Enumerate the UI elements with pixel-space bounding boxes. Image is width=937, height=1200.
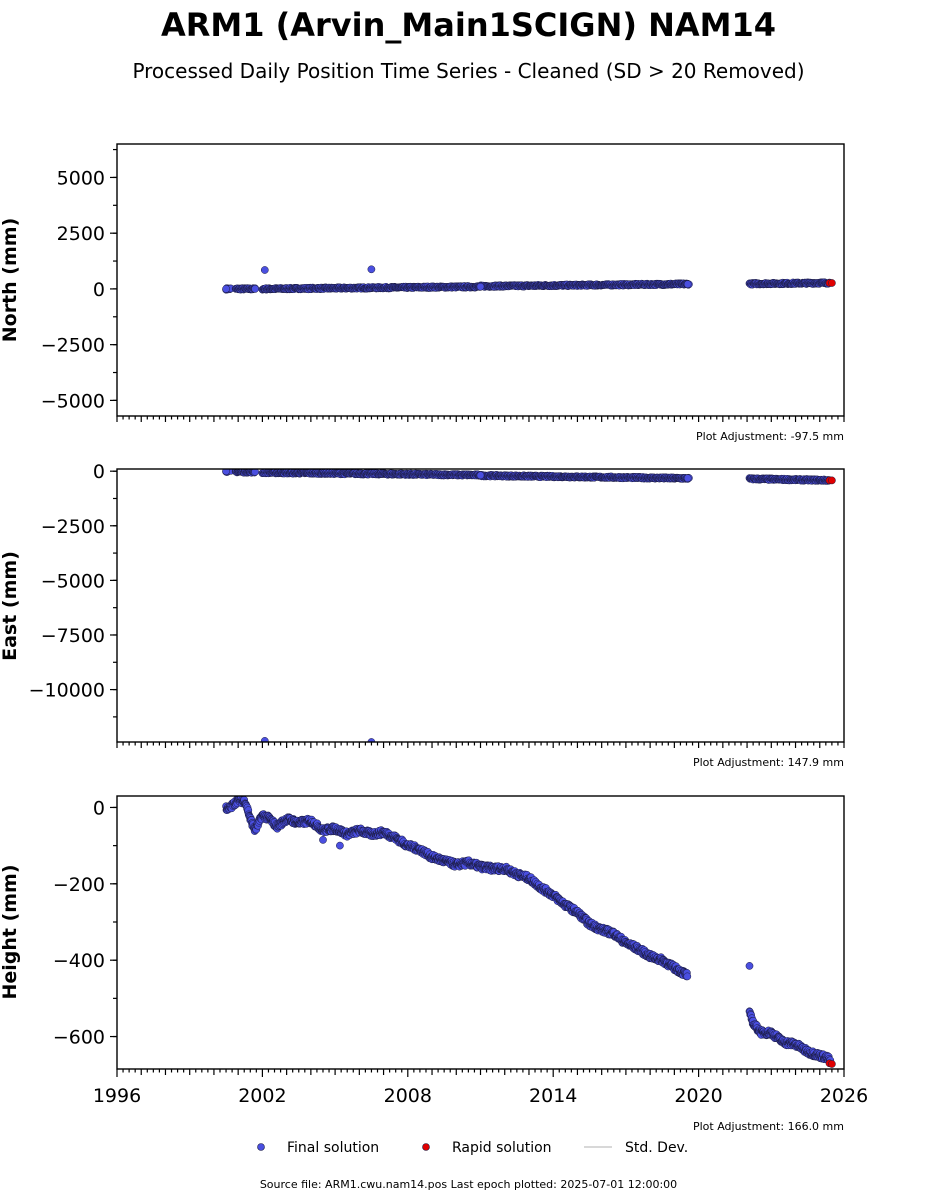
- legend-rapid-label: Rapid solution: [452, 1140, 552, 1156]
- plot-area: [222, 796, 836, 1068]
- xtick-label: 2008: [384, 1085, 432, 1107]
- ytick-label: 0: [93, 461, 105, 483]
- ytick-label: −2500: [41, 335, 105, 357]
- ylabel: East (mm): [0, 551, 21, 661]
- ytick-label: 0: [93, 279, 105, 301]
- ytick-label: −5000: [41, 390, 105, 412]
- plot-adjustment: Plot Adjustment: 147.9 mm: [693, 756, 844, 769]
- ytick-label: −200: [53, 874, 105, 896]
- axes-frame: [116, 143, 845, 417]
- final-point: [367, 738, 376, 742]
- final-point: [476, 282, 485, 291]
- final-point: [683, 972, 692, 981]
- rapid-point: [828, 476, 836, 485]
- final-point: [683, 474, 692, 483]
- rapid-point: [828, 279, 836, 287]
- ytick-label: −5000: [41, 570, 105, 592]
- panel-0: 5000 2500 0 −2500 −5000 North (mm) Plot Adjust…: [0, 143, 845, 443]
- ytick-label: 2500: [57, 223, 105, 245]
- panel-1: 0 −2500 −5000 −7500 −10000 East (mm) Plot Adju…: [0, 461, 845, 769]
- ylabel: North (mm): [0, 218, 21, 343]
- ytick-label: −400: [53, 950, 105, 972]
- final-point: [251, 469, 259, 476]
- axes-frame: [116, 795, 845, 1070]
- plot-adjustment: Plot Adjustment: 166.0 mm: [693, 1120, 844, 1133]
- ytick-label: −600: [53, 1027, 105, 1049]
- legend-final-label: Final solution: [287, 1140, 379, 1156]
- legend-final-marker: [257, 1143, 265, 1151]
- final-point: [222, 285, 230, 293]
- final-point: [683, 280, 692, 289]
- xtick-label: 2002: [238, 1085, 286, 1107]
- figure-subtitle: Processed Daily Position Time Series - C…: [132, 59, 804, 83]
- final-point: [476, 471, 485, 480]
- xtick-label: 2014: [529, 1085, 577, 1107]
- plot-area: [222, 265, 836, 294]
- final-point: [367, 265, 376, 274]
- legend: Final solution Rapid solution Std. Dev.: [257, 1140, 688, 1156]
- xtick-label: 2026: [820, 1085, 868, 1107]
- figure-title: ARM1 (Arvin_Main1SCIGN) NAM14: [161, 6, 776, 44]
- ytick-label: 0: [93, 797, 105, 819]
- final-point: [260, 737, 269, 742]
- ytick-label: −10000: [29, 680, 105, 702]
- ytick-label: 5000: [57, 167, 105, 189]
- panel-2: 0 −200 −400 −600 1996 2002 2008 2014 2020 2026 Hei…: [0, 795, 868, 1133]
- rapid-point: [828, 1060, 836, 1068]
- plot-area: [222, 469, 836, 742]
- source-note: Source file: ARM1.cwu.nam14.pos Last epo…: [260, 1178, 677, 1191]
- final-point: [222, 469, 230, 476]
- ylabel: Height (mm): [0, 864, 21, 999]
- legend-rapid-marker: [422, 1143, 430, 1151]
- ytick-label: −7500: [41, 625, 105, 647]
- final-point: [260, 266, 269, 274]
- axes-frame: [116, 468, 845, 743]
- final-point: [745, 962, 754, 970]
- ytick-label: −2500: [41, 516, 105, 538]
- legend-std-label: Std. Dev.: [625, 1140, 688, 1156]
- final-point: [319, 836, 327, 844]
- xtick-label: 1996: [93, 1085, 141, 1107]
- xtick-label: 2020: [674, 1085, 722, 1107]
- final-point: [336, 841, 344, 850]
- final-point: [251, 285, 259, 293]
- panels: 5000 2500 0 −2500 −5000 North (mm) Plot Adjust…: [0, 143, 868, 1133]
- plot-adjustment: Plot Adjustment: -97.5 mm: [696, 430, 844, 443]
